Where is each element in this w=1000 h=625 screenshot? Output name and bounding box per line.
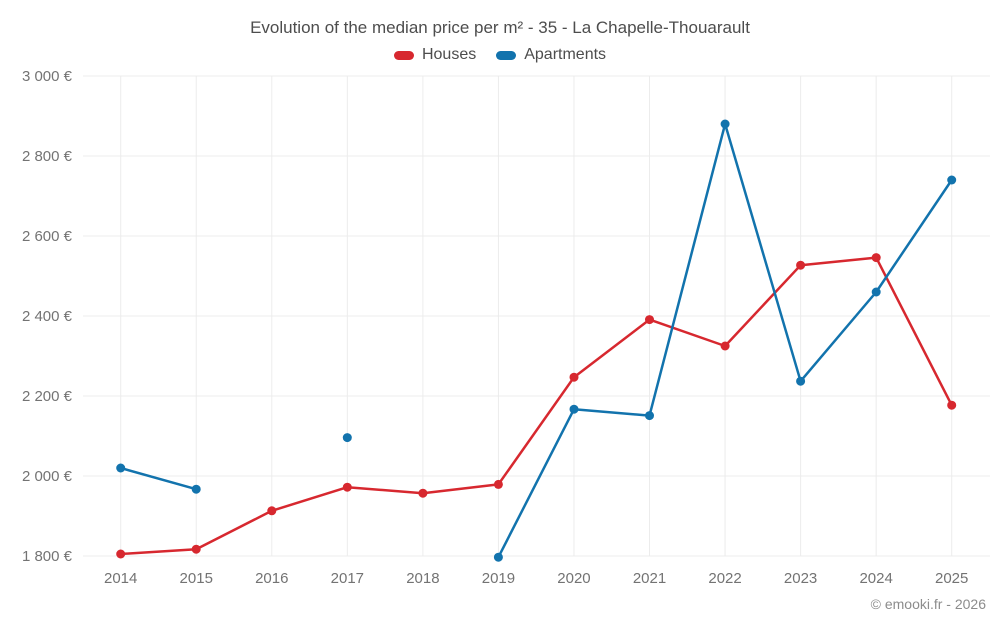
apartments-data-point-2024[interactable] (871, 287, 881, 297)
legend-item-apartments[interactable]: Apartments (496, 46, 606, 64)
apartments-data-point-2021[interactable] (645, 411, 654, 421)
y-axis-tick-label: 2 600 € (22, 228, 73, 245)
apartments-data-point-2017[interactable] (342, 433, 352, 443)
apartments-data-point-2015[interactable] (191, 484, 201, 494)
houses-data-point-2018[interactable] (418, 488, 428, 498)
chart-title: Evolution of the median price per m² - 3… (250, 18, 750, 37)
legend-item-houses[interactable]: Houses (393, 46, 477, 64)
y-axis-tick-label: 3 000 € (22, 68, 73, 85)
apartments-data-point-2022[interactable] (720, 119, 730, 129)
copyright-notice: © emooki.fr - 2026 (870, 596, 986, 612)
houses-data-point-2017[interactable] (342, 482, 352, 492)
houses-data-point-2023[interactable] (796, 260, 806, 270)
x-axis-tick-label: 2016 (255, 570, 288, 587)
houses-data-point-2019[interactable] (493, 479, 503, 489)
houses-legend-label: Houses (421, 46, 477, 63)
houses-data-point-2024[interactable] (871, 253, 881, 263)
houses-series-line (119, 256, 953, 556)
x-axis-tick-label: 2024 (859, 570, 892, 587)
x-axis-tick-label: 2021 (633, 570, 666, 587)
apartments-data-point-2020[interactable] (569, 404, 579, 414)
x-axis-tick-label: 2014 (104, 570, 137, 587)
apartments-data-point-2019[interactable] (493, 552, 503, 562)
x-axis-tick-label: 2017 (331, 570, 364, 587)
chart-legend: Houses Apartments (0, 46, 1000, 64)
apartments-data-point-2023[interactable] (796, 376, 806, 386)
apartments-series-line (119, 466, 198, 491)
y-axis-tick-label: 2 800 € (22, 148, 73, 165)
apartments-legend-label: Apartments (524, 46, 607, 63)
houses-data-point-2022[interactable] (720, 341, 730, 351)
x-axis-tick-label: 2022 (708, 570, 741, 587)
x-axis-tick-label: 2015 (180, 570, 213, 587)
apartments-data-point-2014[interactable] (116, 463, 126, 473)
y-axis-tick-label: 2 200 € (22, 388, 73, 405)
houses-legend-marker-icon (393, 50, 414, 60)
houses-data-point-2016[interactable] (267, 506, 277, 516)
houses-data-point-2025[interactable] (947, 400, 957, 410)
x-axis-tick-label: 2025 (935, 570, 968, 587)
apartments-data-point-2025[interactable] (947, 175, 957, 185)
x-axis-tick-label: 2023 (784, 570, 817, 587)
x-axis-tick-label: 2020 (557, 570, 590, 587)
x-axis-tick-label: 2018 (406, 570, 439, 587)
apartments-legend-marker-icon (496, 50, 517, 60)
y-axis-tick-label: 2 400 € (22, 308, 73, 325)
x-axis-tick-label: 2019 (482, 570, 515, 587)
houses-data-point-2014[interactable] (116, 549, 126, 559)
y-axis-tick-label: 1 800 € (22, 548, 73, 565)
y-axis-tick-label: 2 000 € (22, 468, 73, 485)
houses-data-point-2015[interactable] (191, 544, 201, 554)
houses-data-point-2021[interactable] (645, 315, 654, 325)
houses-data-point-2020[interactable] (569, 372, 579, 382)
